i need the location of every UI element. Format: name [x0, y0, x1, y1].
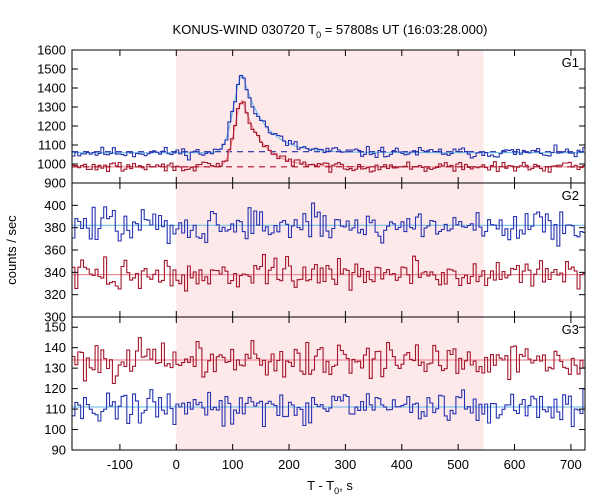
y-tick-label-G1: 1500 [37, 62, 66, 77]
histogram-G1-1 [72, 101, 585, 173]
x-tick-label: -100 [107, 457, 133, 472]
histogram-G3-0 [72, 337, 585, 385]
x-tick-label: 300 [335, 457, 357, 472]
histogram-G2-0 [72, 202, 585, 247]
y-tick-label-G3: 140 [44, 340, 66, 355]
x-tick-label: 200 [278, 457, 300, 472]
y-tick-label-G1: 1400 [37, 81, 66, 96]
y-tick-label-G2: 380 [44, 220, 66, 235]
y-tick-label-G1: 1000 [37, 157, 66, 172]
highlight-rect [176, 50, 484, 450]
y-axis-label: counts / sec [4, 215, 19, 285]
y-tick-label-G2: 320 [44, 287, 66, 302]
y-tick-label-G3: 130 [44, 361, 66, 376]
y-tick-label-G2: 300 [44, 310, 66, 325]
histogram-G1-0 [72, 74, 585, 161]
panel-frame-G3 [71, 316, 586, 451]
x-tick-label: 500 [447, 457, 469, 472]
panel-label-G1: G1 [562, 55, 579, 70]
histogram-G2-1 [72, 254, 585, 292]
y-tick-label-G1: 1600 [37, 43, 66, 58]
y-tick-label-G2: 360 [44, 243, 66, 258]
x-tick-label: 600 [504, 457, 526, 472]
chart-title: KONUS-WIND 030720 T0 = 57808s UT (16:03:… [173, 22, 488, 40]
x-axis-label: T - T0, s [307, 478, 353, 496]
y-tick-label-G3: 90 [52, 443, 66, 458]
highlight-region [176, 50, 484, 450]
axes: 9001000110012001300140015001600G13003203… [37, 43, 585, 472]
panel-label-G2: G2 [562, 188, 579, 203]
histogram-G3-1 [72, 388, 585, 428]
y-tick-label-G1: 1100 [38, 138, 66, 153]
y-tick-label-G3: 120 [44, 381, 66, 396]
x-tick-label: 0 [173, 457, 180, 472]
y-tick-label-G2: 400 [44, 198, 66, 213]
x-tick-label: 100 [222, 457, 244, 472]
y-tick-label-G1: 1200 [37, 119, 66, 134]
x-tick-label: 700 [560, 457, 582, 472]
x-tick-label: 400 [391, 457, 413, 472]
y-tick-label-G1: 900 [44, 176, 66, 191]
y-tick-label-G3: 100 [44, 422, 66, 437]
panel-label-G3: G3 [562, 322, 579, 337]
y-tick-label-G3: 110 [45, 402, 66, 417]
data-series [72, 73, 585, 428]
y-tick-label-G1: 1300 [37, 100, 66, 115]
y-tick-label-G2: 340 [44, 265, 66, 280]
y-tick-label-G3: 150 [44, 320, 66, 335]
